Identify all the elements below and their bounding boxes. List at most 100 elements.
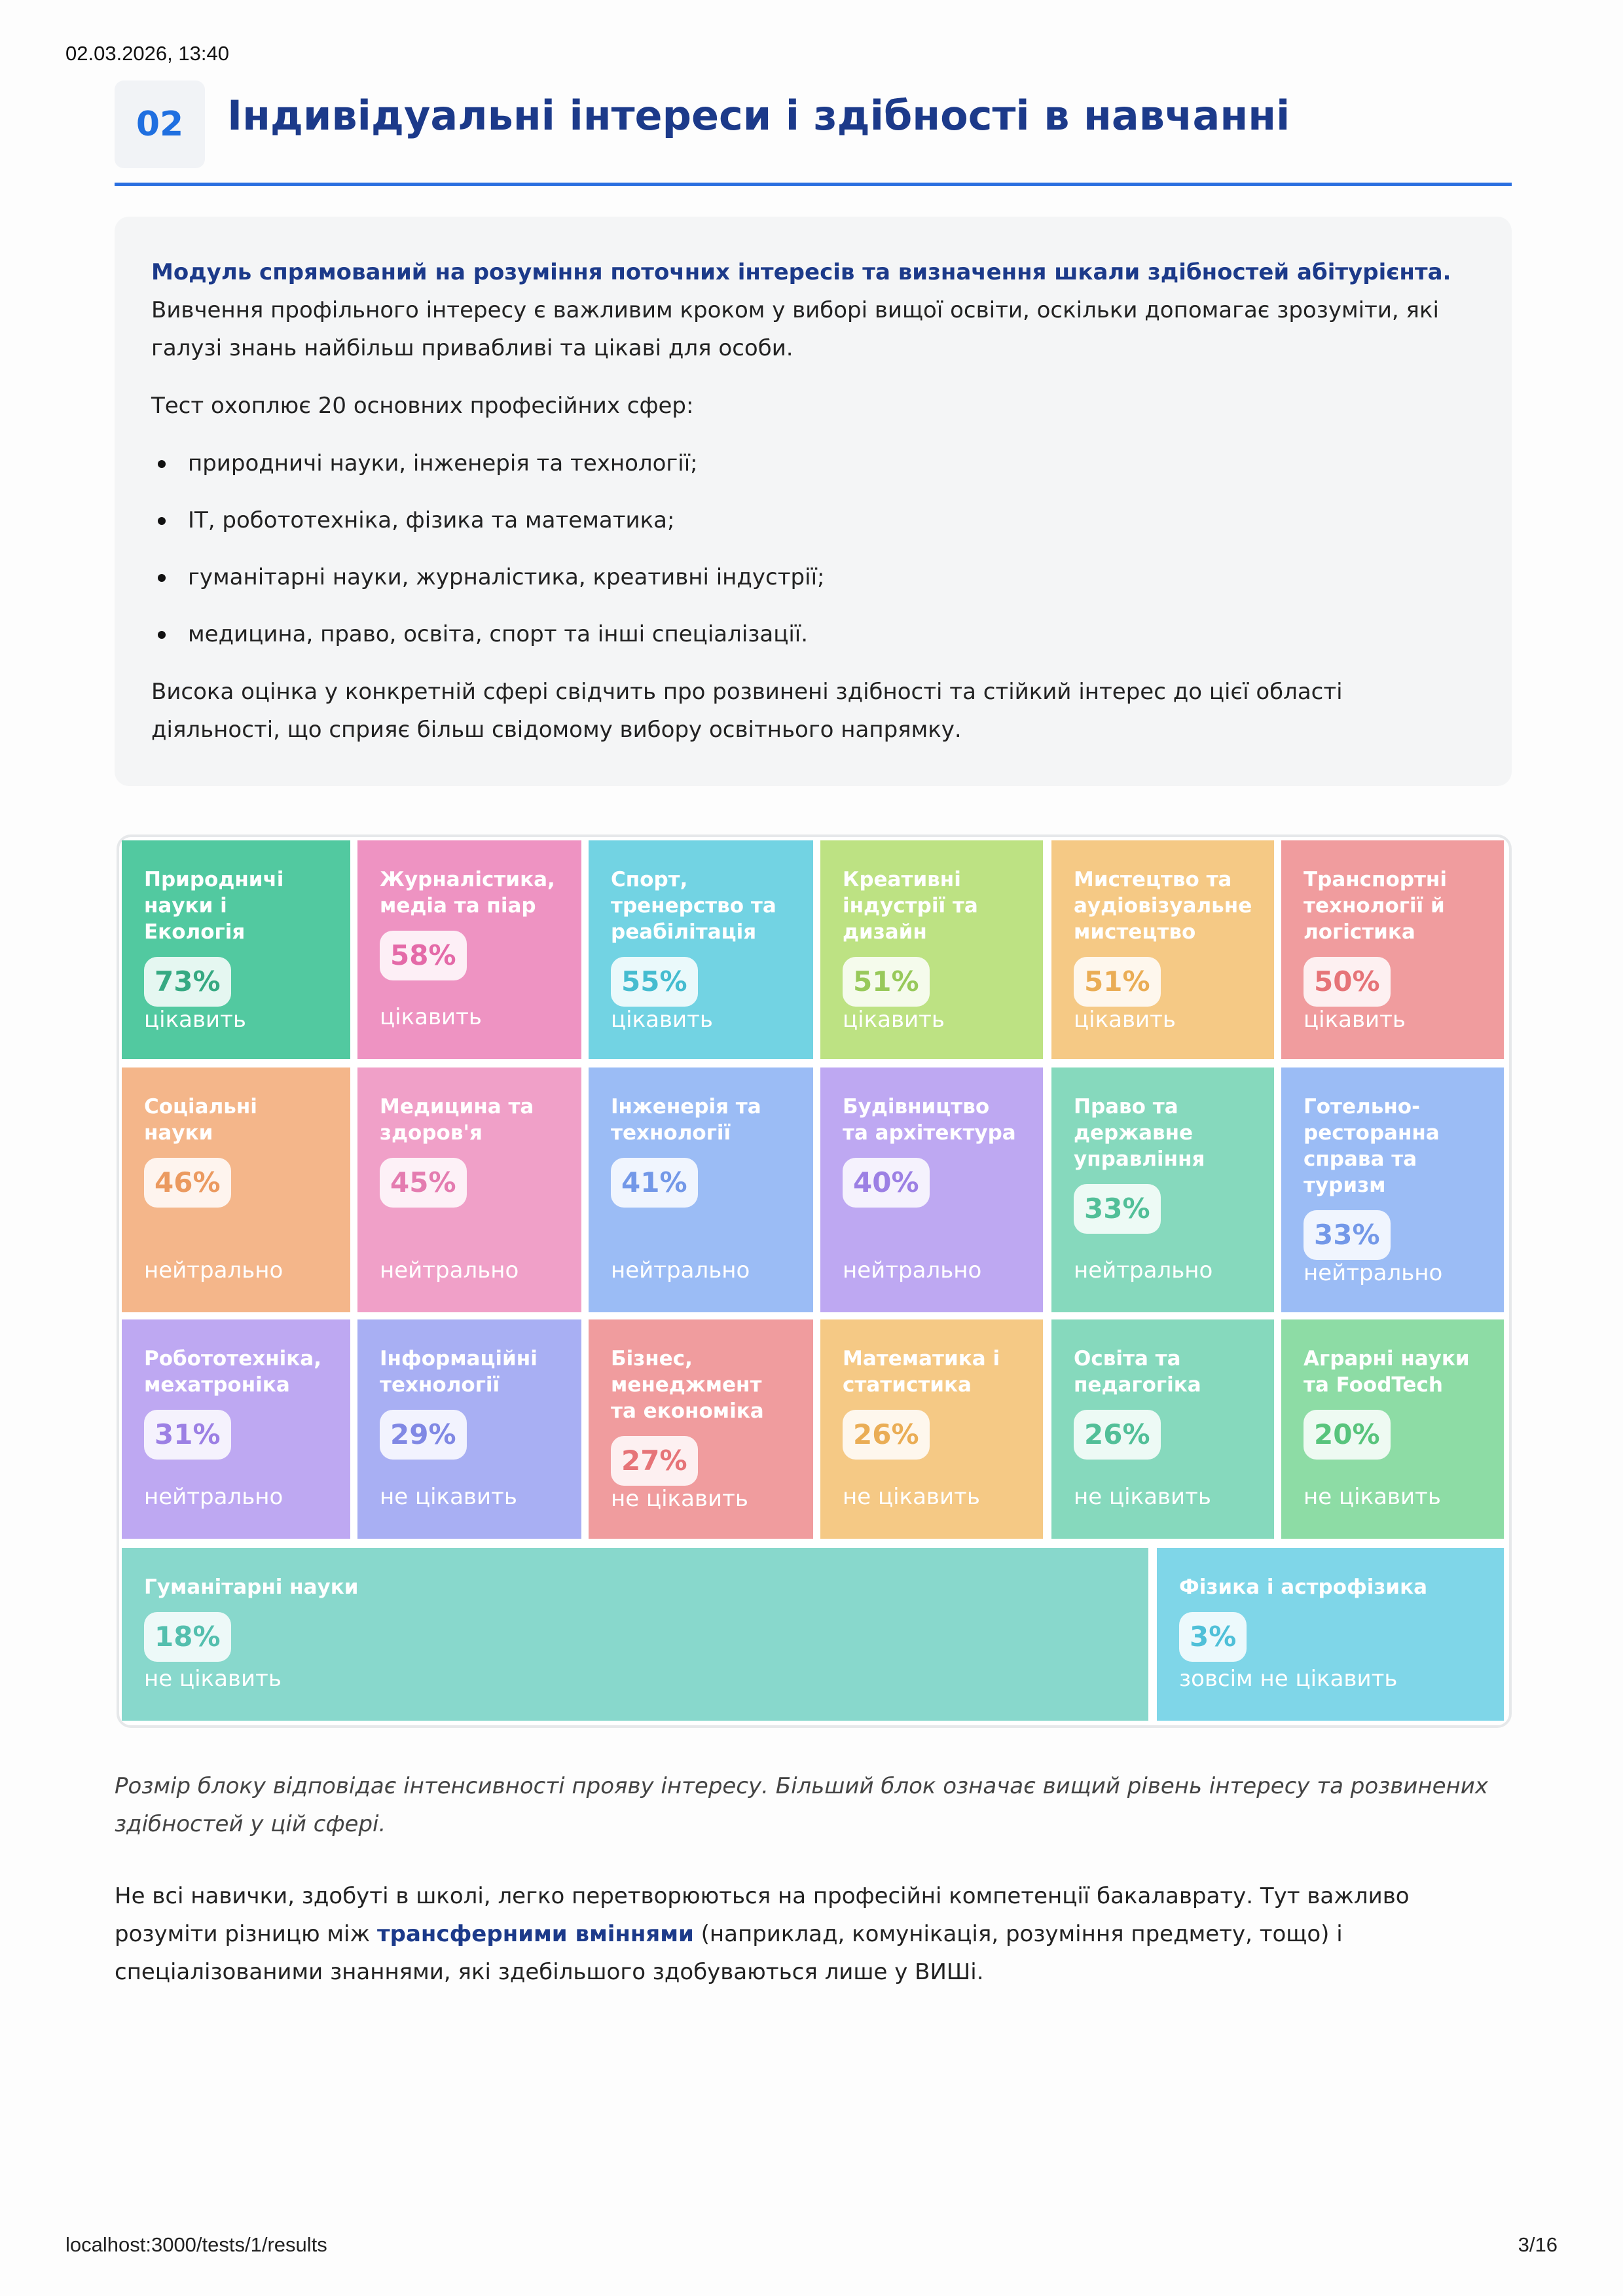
spheres-list: природничі науки, інженерія та технологі… [151,444,1475,653]
page-number: 3/16 [1518,2233,1558,2256]
tile-title: Гуманітарні науки [144,1575,359,1599]
treemap-caption: Розмір блоку відповідає інтенсивності пр… [115,1773,1488,1837]
treemap-tile: Бізнес, менеджмент та економіка 27% не ц… [589,1319,813,1539]
tile-status: нейтрально [144,1484,283,1510]
intro-card: Модуль спрямований на розуміння поточних… [115,217,1512,786]
list-item: природничі науки, інженерія та технологі… [151,444,1475,482]
tile-percent-badge: 51% [1074,957,1161,1007]
list-intro: Тест охоплює 20 основних професійних сфе… [151,393,694,419]
tile-status: не цікавить [1074,1484,1211,1510]
tile-status: цікавить [1074,1007,1176,1033]
tile-title: Інформаційні технології [380,1347,538,1397]
tile-status: не цікавить [380,1484,517,1510]
tile-status: нейтрально [611,1257,750,1283]
list-item: гуманітарні науки, журналістика, креатив… [151,558,1475,596]
tile-percent-badge: 45% [380,1158,467,1208]
tile-status: не цікавить [843,1484,980,1510]
treemap-tile: Медицина та здоров'я 45% нейтрально [357,1067,581,1312]
tile-percent-badge: 40% [843,1158,930,1208]
tile-percent-badge: 58% [380,931,467,980]
tile-status: цікавить [1304,1007,1406,1033]
tile-title: Спорт, тренерство та реабілітація [611,868,776,944]
tile-percent-badge: 31% [144,1410,231,1460]
tile-percent-badge: 55% [611,957,698,1007]
treemap-tile: Готельно-ресторанна справа та туризм 33%… [1281,1067,1504,1312]
tile-percent-badge: 3% [1179,1612,1247,1662]
intro-conclusion: Висока оцінка у конкретній сфері свідчит… [151,679,1343,743]
skills-bold: трансферними вміннями [376,1921,694,1947]
footer-url: localhost:3000/tests/1/results [65,2233,327,2256]
tile-title: Транспортні технології й логістика [1304,868,1447,944]
tile-status: цікавить [843,1007,945,1033]
treemap-tile: Інформаційні технології 29% не цікавить [357,1319,581,1539]
tile-title: Соціальні науки [144,1095,257,1145]
interest-treemap: Природничі науки і Екологія 73% цікавить… [117,834,1512,1728]
treemap-tile: Будівництво та архітектура 40% нейтральн… [820,1067,1043,1312]
tile-percent-badge: 26% [843,1410,930,1460]
tile-title: Природничі науки і Екологія [144,868,284,944]
tile-status: не цікавить [144,1666,282,1692]
tile-title: Будівництво та архітектура [843,1095,1016,1145]
tile-status: зовсім не цікавить [1179,1666,1398,1692]
treemap-tile: Мистецтво та аудіовізуальне мистецтво 51… [1051,840,1274,1059]
tile-title: Освіта та педагогіка [1074,1347,1201,1397]
treemap-tile: Природничі науки і Екологія 73% цікавить [122,840,350,1059]
tile-title: Математика і статистика [843,1347,1000,1397]
tile-title: Фізика і астрофізика [1179,1575,1428,1599]
tile-status: цікавить [144,1007,246,1033]
list-item: медицина, право, освіта, спорт та інші с… [151,615,1475,653]
skills-text: Не всі навички, здобуті в школі, легко п… [115,1883,1410,1947]
tile-title: Креативні індустрії та дизайн [843,868,978,944]
treemap-tile: Креативні індустрії та дизайн 51% цікави… [820,840,1043,1059]
tile-title: Інженерія та технології [611,1095,761,1145]
treemap-tile: Право та державне управління 33% нейтрал… [1051,1067,1274,1312]
title-divider [115,183,1512,186]
tile-percent-badge: 18% [144,1612,231,1662]
skills-paragraph: Не всі навички, здобуті в школі, легко п… [115,1877,1512,1991]
tile-title: Аграрні науки та FoodTech [1304,1347,1470,1397]
treemap-tile: Журналістика, медіа та піар 58% цікавить [357,840,581,1059]
treemap-tile: Гуманітарні науки 18% не цікавить [122,1548,1148,1721]
tile-percent-badge: 41% [611,1158,698,1208]
treemap-tile: Спорт, тренерство та реабілітація 55% ці… [589,840,813,1059]
treemap-tile: Освіта та педагогіка 26% не цікавить [1051,1319,1274,1539]
intro-lead: Модуль спрямований на розуміння поточних… [151,253,1475,367]
treemap-tile: Математика і статистика 26% не цікавить [820,1319,1043,1539]
tile-title: Медицина та здоров'я [380,1095,534,1145]
tile-percent-badge: 50% [1304,957,1391,1007]
tile-percent-badge: 29% [380,1410,467,1460]
tile-status: нейтрально [1074,1257,1213,1283]
skills-text-end: (наприклад, комунікація, розуміння предм… [115,1921,1343,1985]
tile-status: цікавить [611,1007,713,1033]
tile-percent-badge: 46% [144,1158,231,1208]
treemap-tile: Аграрні науки та FoodTech 20% не цікавит… [1281,1319,1504,1539]
intro-lead-text: Вивчення профільного інтересу є важливим… [151,297,1439,361]
tile-title: Готельно-ресторанна справа та туризм [1304,1095,1440,1197]
tile-title: Мистецтво та аудіовізуальне мистецтво [1074,868,1252,944]
tile-title: Бізнес, менеджмент та економіка [611,1347,764,1423]
tile-status: не цікавить [1304,1484,1441,1510]
tile-percent-badge: 33% [1304,1210,1391,1260]
treemap-tile: Транспортні технології й логістика 50% ц… [1281,840,1504,1059]
tile-percent-badge: 51% [843,957,930,1007]
tile-percent-badge: 26% [1074,1410,1161,1460]
tile-title: Робототехніка, мехатроніка [144,1347,321,1397]
tile-title: Журналістика, медіа та піар [380,868,555,918]
treemap-tile: Соціальні науки 46% нейтрально [122,1067,350,1312]
section-number-badge: 02 [115,81,205,168]
tile-status: нейтрально [843,1257,982,1283]
tile-percent-badge: 33% [1074,1184,1161,1234]
intro-lead-bold: Модуль спрямований на розуміння поточних… [151,259,1451,285]
tile-status: цікавить [380,1004,482,1030]
tile-status: нейтрально [144,1257,283,1283]
tile-title: Право та державне управління [1074,1095,1205,1171]
treemap-tile: Робототехніка, мехатроніка 31% нейтральн… [122,1319,350,1539]
tile-status: не цікавить [611,1486,748,1512]
treemap-tile: Фізика і астрофізика 3% зовсім не цікави… [1157,1548,1504,1721]
tile-status: нейтрально [380,1257,519,1283]
tile-status: нейтрально [1304,1260,1443,1286]
page-title: Індивідуальні інтереси і здібності в нав… [227,92,1290,139]
tile-percent-badge: 20% [1304,1410,1391,1460]
treemap-tile: Інженерія та технології 41% нейтрально [589,1067,813,1312]
tile-percent-badge: 73% [144,957,231,1007]
